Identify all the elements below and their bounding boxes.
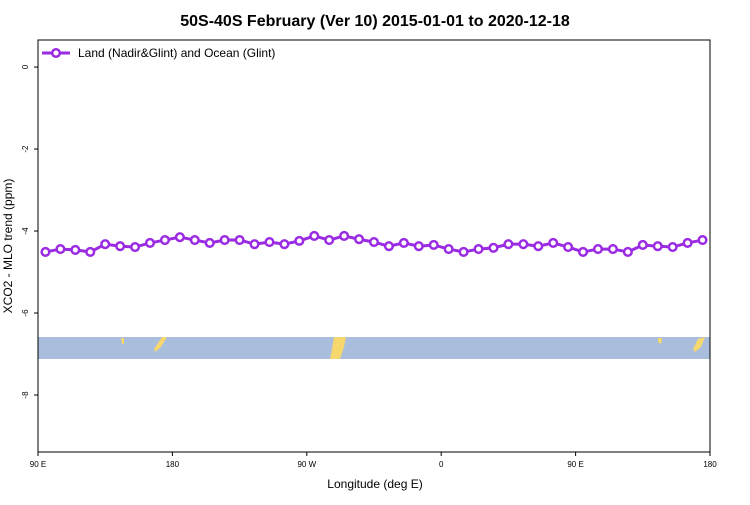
data-point	[234, 235, 245, 246]
data-point	[309, 230, 320, 242]
data-point	[667, 241, 678, 253]
y-tick-label: -6	[21, 309, 30, 317]
data-point	[443, 244, 454, 255]
data-point	[100, 239, 111, 250]
data-point	[622, 246, 633, 257]
data-point	[578, 246, 589, 257]
land	[330, 337, 346, 359]
data-point	[473, 244, 484, 255]
data-point	[144, 237, 156, 248]
land	[693, 337, 705, 352]
plot-frame	[37, 39, 711, 453]
x-tick-label: 90 E	[30, 460, 46, 469]
data-point	[249, 239, 260, 250]
data-point	[533, 241, 544, 252]
data-point	[383, 241, 394, 252]
legend: Land (Nadir&Glint) and Ocean (Glint)	[42, 46, 275, 60]
data-point	[279, 239, 290, 250]
data-point	[637, 239, 648, 251]
x-tick-label: 180	[166, 460, 180, 469]
data-point	[294, 235, 305, 246]
data-point	[40, 246, 51, 257]
data-point	[159, 235, 170, 246]
legend-marker	[50, 47, 62, 59]
y-tick-label: -4	[21, 227, 30, 235]
x-tick-label: 90 W	[297, 460, 316, 469]
data-point	[324, 235, 335, 246]
x-tick-label: 90 E	[567, 460, 583, 469]
data-point	[548, 237, 559, 248]
data-point	[189, 235, 200, 246]
data-point	[130, 241, 141, 253]
y-axis-label: XCO2 - MLO trend (ppm)	[1, 179, 15, 314]
data-point	[219, 235, 230, 246]
data-point	[368, 237, 380, 248]
chart-title: 50S-40S February (Ver 10) 2015-01-01 to …	[180, 13, 570, 30]
data-point	[398, 237, 409, 248]
data-point	[503, 239, 514, 250]
data-point	[518, 239, 529, 250]
x-tick-label: 180	[703, 460, 717, 469]
y-tick-label: 0	[21, 64, 30, 69]
data-point	[592, 244, 604, 255]
x-axis-label: Longitude (deg E)	[327, 477, 422, 491]
data-point	[413, 241, 424, 252]
data-point	[563, 241, 574, 253]
data-point	[339, 230, 350, 242]
legend-label: Land (Nadir&Glint) and Ocean (Glint)	[78, 46, 275, 60]
data-point	[55, 244, 66, 255]
data-point	[607, 244, 618, 255]
data-point	[115, 241, 126, 252]
y-tick-label: -8	[21, 391, 30, 399]
data-point	[204, 237, 215, 248]
ocean-strip	[38, 337, 710, 359]
data-point	[174, 232, 185, 243]
data-point	[697, 235, 708, 246]
data-point	[264, 237, 275, 248]
land	[658, 338, 662, 344]
data-point	[682, 237, 693, 248]
y-tick-label: -2	[21, 145, 30, 153]
land	[154, 337, 167, 352]
land	[121, 338, 124, 344]
data-point	[85, 246, 96, 257]
data-point	[70, 244, 81, 255]
data-point	[488, 242, 499, 253]
data-point	[652, 241, 663, 252]
data-point	[354, 234, 365, 245]
data-point	[458, 246, 469, 257]
data-point	[428, 239, 439, 251]
land-ocean-map	[38, 337, 710, 359]
x-tick-label: 0	[439, 460, 444, 469]
